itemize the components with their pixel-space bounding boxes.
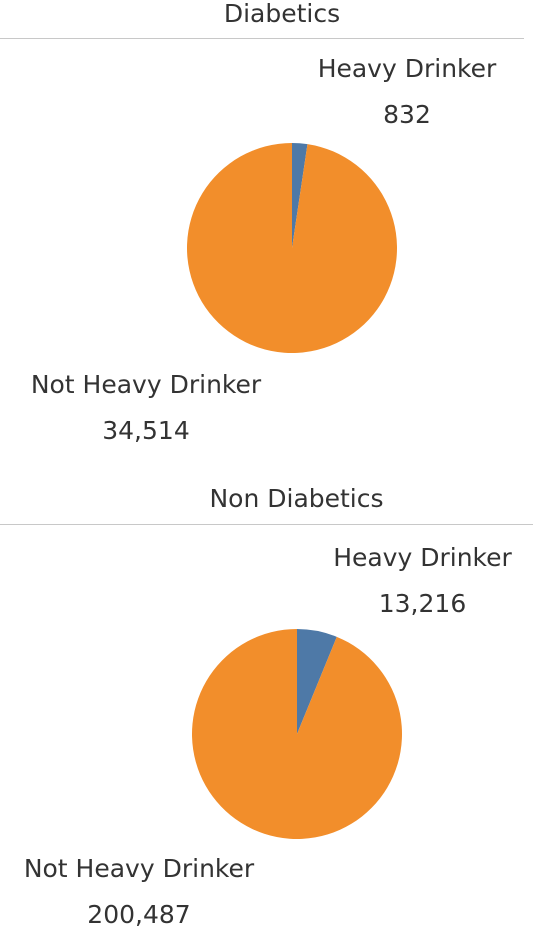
non-diabetics-pie-chart xyxy=(192,629,403,839)
non-diabetics-not-heavy-drinker-label: Not Heavy Drinker 200,487 xyxy=(0,846,278,938)
diabetics-chart-title: Diabetics xyxy=(223,0,341,28)
diabetics-pie-chart xyxy=(187,143,398,353)
non-diabetics-slice-heavy-drinker xyxy=(297,629,337,734)
diabetics-pie-panel: Diabetics Heavy Drinker 832 Not Heavy Dr… xyxy=(0,0,533,470)
diabetics-heavy-drinker-label: Heavy Drinker 832 xyxy=(292,46,522,138)
diabetics-not-heavy-drinker-label: Not Heavy Drinker 34,514 xyxy=(0,362,292,454)
non-diabetics-heavy-drinker-label: Heavy Drinker 13,216 xyxy=(312,535,533,627)
diabetics-not-heavy-drinker-category: Not Heavy Drinker xyxy=(30,370,262,399)
non-diabetics-slice-not-heavy-drinker xyxy=(192,629,403,839)
non-diabetics-heavy-drinker-category: Heavy Drinker xyxy=(333,543,512,572)
diabetics-header: Diabetics xyxy=(0,0,524,39)
diabetics-heavy-drinker-category: Heavy Drinker xyxy=(317,54,497,83)
diabetics-slice-heavy-drinker xyxy=(292,143,308,248)
diabetics-not-heavy-drinker-value: 34,514 xyxy=(102,416,190,445)
diabetics-slice-not-heavy-drinker xyxy=(187,143,398,353)
non-diabetics-chart-title: Non Diabetics xyxy=(209,484,384,513)
non-diabetics-not-heavy-drinker-category: Not Heavy Drinker xyxy=(23,854,255,883)
non-diabetics-pie-panel: Non Diabetics Heavy Drinker 13,216 Not H… xyxy=(0,482,533,941)
non-diabetics-heavy-drinker-value: 13,216 xyxy=(378,589,467,618)
non-diabetics-header: Non Diabetics xyxy=(0,482,533,525)
diabetics-heavy-drinker-value: 832 xyxy=(383,100,431,129)
non-diabetics-not-heavy-drinker-value: 200,487 xyxy=(87,900,191,929)
